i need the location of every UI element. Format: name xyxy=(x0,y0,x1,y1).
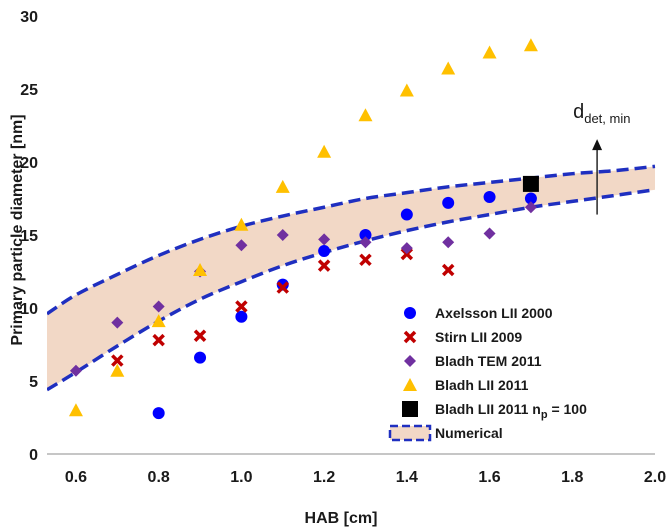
series-diamond xyxy=(69,201,537,377)
data-point xyxy=(193,329,207,342)
data-point xyxy=(317,144,332,158)
data-point xyxy=(522,175,539,192)
legend-item: Axelsson LII 2000 xyxy=(404,305,553,321)
band-fill xyxy=(47,166,655,390)
data-point xyxy=(111,316,124,329)
legend-label: Bladh LII 2011 np = 100 xyxy=(435,401,587,421)
data-point xyxy=(404,307,416,319)
data-point xyxy=(399,83,414,97)
data-point xyxy=(483,191,496,204)
data-point xyxy=(359,236,372,249)
data-point xyxy=(400,242,413,255)
data-point xyxy=(111,354,124,367)
data-point xyxy=(441,61,456,75)
x-tick-label: 1.6 xyxy=(478,469,500,486)
legend-item: Bladh TEM 2011 xyxy=(404,353,542,369)
data-point xyxy=(404,355,416,367)
x-axis-label: HAB [cm] xyxy=(305,510,378,527)
y-tick-label: 0 xyxy=(29,447,38,464)
data-point xyxy=(68,403,83,417)
data-point xyxy=(235,310,248,323)
data-point xyxy=(317,259,331,272)
axes: 0.6 0.8 1.0 1.2 1.4 1.6 1.8 2.0 0 5 10 15 20 25 30 HAB … xyxy=(9,9,666,527)
x-tick-label: 1.4 xyxy=(396,469,418,486)
numerical-band xyxy=(47,164,656,392)
x-tick-label: 1.8 xyxy=(561,469,583,486)
annotation-label: ddet, min xyxy=(573,101,630,126)
data-point xyxy=(276,281,289,294)
data-point xyxy=(276,229,289,241)
data-point xyxy=(524,201,537,214)
data-point xyxy=(441,263,455,277)
y-tick-label: 25 xyxy=(20,82,38,99)
legend-item: Bladh LII 2011 xyxy=(403,377,529,393)
data-point xyxy=(359,253,372,267)
data-point xyxy=(194,351,207,364)
annotation: ddet, min xyxy=(573,101,630,215)
x-tick-label: 1.2 xyxy=(313,469,335,486)
y-tick-label: 15 xyxy=(20,228,38,245)
legend-label: Axelsson LII 2000 xyxy=(435,305,553,321)
legend-swatch xyxy=(388,424,432,442)
legend-item: Bladh LII 2011 np = 100 xyxy=(402,401,587,421)
x-tick-label: 0.6 xyxy=(65,469,87,486)
data-point xyxy=(152,300,165,313)
data-point xyxy=(152,333,165,347)
data-point xyxy=(69,364,82,377)
data-point xyxy=(234,217,249,231)
data-point xyxy=(442,196,455,209)
legend-item: Numerical xyxy=(388,424,503,442)
legend-label: Bladh TEM 2011 xyxy=(435,353,542,369)
data-point xyxy=(482,45,497,59)
data-point xyxy=(318,233,331,246)
data-point xyxy=(483,227,496,240)
data-point xyxy=(403,330,417,344)
data-point xyxy=(358,108,373,122)
data-points xyxy=(68,38,539,420)
data-point xyxy=(276,278,289,291)
data-point xyxy=(402,401,418,417)
band-upper-line xyxy=(47,164,656,316)
data-point xyxy=(524,192,537,205)
data-point xyxy=(523,38,538,52)
data-point xyxy=(442,236,455,249)
series-circle xyxy=(152,191,537,420)
band-lower-line xyxy=(47,188,656,392)
y-tick-label: 20 xyxy=(20,155,38,172)
y-axis-label: Primary particle diameter [nm] xyxy=(9,114,26,345)
y-tick-label: 10 xyxy=(20,301,38,318)
y-tick-label: 5 xyxy=(29,374,38,391)
data-point xyxy=(235,239,248,252)
legend-label: Bladh LII 2011 xyxy=(435,377,529,393)
data-point xyxy=(235,300,248,313)
series-square xyxy=(522,175,539,192)
legend-label: Numerical xyxy=(435,425,503,441)
series-triangle xyxy=(68,38,538,417)
legend: Axelsson LII 2000 Stirn LII 2009 Bladh TEM… xyxy=(388,305,587,442)
x-tick-label: 2.0 xyxy=(644,469,666,486)
y-tick-label: 30 xyxy=(20,9,38,26)
data-point xyxy=(275,179,290,193)
x-tick-label: 1.0 xyxy=(230,469,252,486)
legend-item: Stirn LII 2009 xyxy=(403,329,522,345)
x-tick-label: 0.8 xyxy=(148,469,170,486)
data-point xyxy=(152,407,165,420)
data-point xyxy=(318,245,331,258)
data-point xyxy=(359,229,372,241)
data-point xyxy=(403,378,417,391)
data-point xyxy=(110,363,125,377)
data-point xyxy=(400,208,413,221)
data-point xyxy=(193,263,208,277)
annotation-arrow-head xyxy=(592,139,603,151)
data-point xyxy=(151,314,166,328)
legend-label: Stirn LII 2009 xyxy=(435,329,522,345)
